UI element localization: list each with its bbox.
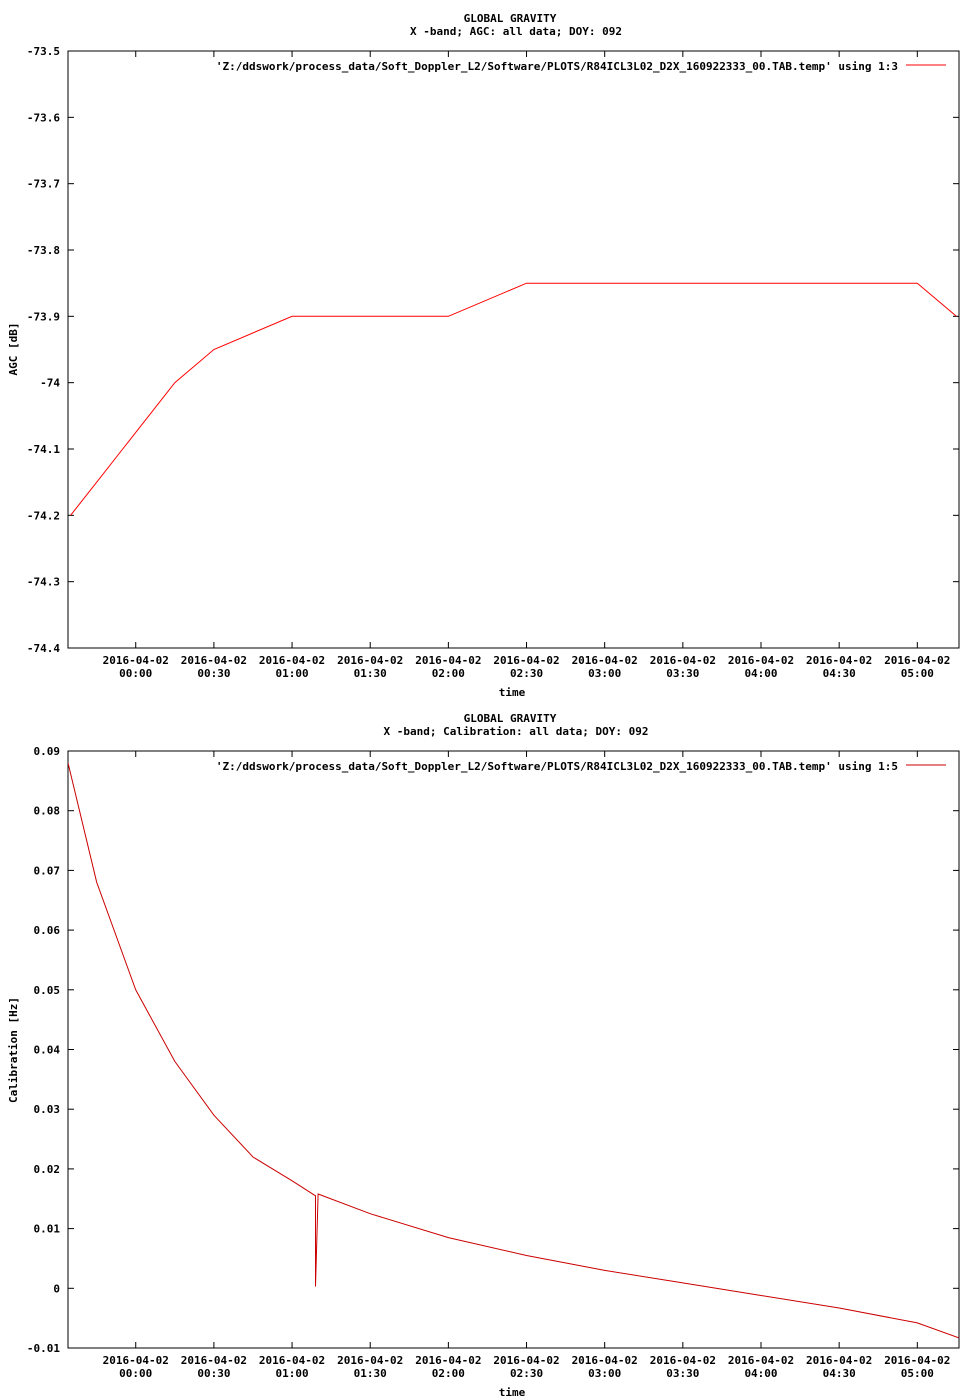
x-tick-date-label: 2016-04-02 bbox=[650, 1354, 716, 1367]
x-tick-time-label: 00:30 bbox=[197, 667, 230, 680]
x-tick-date-label: 2016-04-02 bbox=[728, 1354, 794, 1367]
x-tick-date-label: 2016-04-02 bbox=[884, 654, 950, 667]
chart1-x-axis: 2016-04-0200:002016-04-0200:302016-04-02… bbox=[103, 51, 950, 680]
chart1-legend-label: 'Z:/ddswork/process_data/Soft_Doppler_L2… bbox=[216, 60, 898, 73]
calibration-chart: GLOBAL GRAVITY X -band; Calibration: all… bbox=[7, 712, 960, 1399]
x-tick-time-label: 03:00 bbox=[588, 667, 621, 680]
x-tick-time-label: 02:30 bbox=[510, 1367, 543, 1380]
x-tick-time-label: 04:30 bbox=[823, 1367, 856, 1380]
x-tick-date-label: 2016-04-02 bbox=[650, 654, 716, 667]
x-tick-time-label: 00:00 bbox=[119, 1367, 152, 1380]
chart1-title: GLOBAL GRAVITY bbox=[464, 12, 557, 25]
chart2-series-line bbox=[68, 762, 959, 1339]
x-tick-time-label: 04:00 bbox=[744, 667, 777, 680]
x-tick-time-label: 01:00 bbox=[275, 667, 308, 680]
y-tick-label: 0.03 bbox=[34, 1103, 61, 1116]
chart2-x-axis: 2016-04-0200:002016-04-0200:302016-04-02… bbox=[103, 751, 950, 1380]
x-tick-date-label: 2016-04-02 bbox=[572, 654, 638, 667]
y-tick-label: 0.08 bbox=[34, 805, 61, 818]
y-tick-label: -74.4 bbox=[27, 642, 60, 655]
x-tick-date-label: 2016-04-02 bbox=[493, 654, 559, 667]
y-tick-label: 0.05 bbox=[34, 984, 61, 997]
y-tick-label: -74.1 bbox=[27, 443, 60, 456]
x-tick-date-label: 2016-04-02 bbox=[572, 1354, 638, 1367]
x-tick-date-label: 2016-04-02 bbox=[259, 654, 325, 667]
x-tick-time-label: 05:00 bbox=[901, 1367, 934, 1380]
x-tick-time-label: 00:30 bbox=[197, 1367, 230, 1380]
x-tick-time-label: 00:00 bbox=[119, 667, 152, 680]
x-tick-date-label: 2016-04-02 bbox=[103, 1354, 169, 1367]
x-tick-date-label: 2016-04-02 bbox=[806, 1354, 872, 1367]
x-tick-time-label: 01:00 bbox=[275, 1367, 308, 1380]
x-tick-date-label: 2016-04-02 bbox=[806, 654, 872, 667]
x-tick-time-label: 05:00 bbox=[901, 667, 934, 680]
x-tick-date-label: 2016-04-02 bbox=[728, 654, 794, 667]
x-tick-time-label: 01:30 bbox=[354, 1367, 387, 1380]
chart2-y-axis: 0.09 0.08 0.07 0.06 0.05 0.04 0.03 0.02 0.01 0 -0.… bbox=[27, 745, 959, 1355]
x-tick-time-label: 03:30 bbox=[666, 667, 699, 680]
chart2-legend-label: 'Z:/ddswork/process_data/Soft_Doppler_L2… bbox=[216, 760, 898, 773]
x-tick-date-label: 2016-04-02 bbox=[415, 654, 481, 667]
y-tick-label: 0.02 bbox=[34, 1163, 61, 1176]
x-tick-date-label: 2016-04-02 bbox=[884, 1354, 950, 1367]
x-tick-date-label: 2016-04-02 bbox=[493, 1354, 559, 1367]
y-tick-label: -73.9 bbox=[27, 310, 60, 323]
y-tick-label: -0.01 bbox=[27, 1342, 60, 1355]
x-tick-date-label: 2016-04-02 bbox=[181, 654, 247, 667]
x-tick-date-label: 2016-04-02 bbox=[337, 654, 403, 667]
y-tick-label: 0.04 bbox=[34, 1044, 61, 1057]
x-tick-time-label: 04:00 bbox=[744, 1367, 777, 1380]
x-tick-time-label: 03:00 bbox=[588, 1367, 621, 1380]
chart1-xlabel: time bbox=[499, 686, 526, 699]
x-tick-date-label: 2016-04-02 bbox=[103, 654, 169, 667]
x-tick-date-label: 2016-04-02 bbox=[415, 1354, 481, 1367]
chart2-ylabel: Calibration [Hz] bbox=[7, 997, 20, 1103]
y-tick-label: 0.06 bbox=[34, 924, 61, 937]
y-tick-label: 0 bbox=[53, 1282, 60, 1295]
x-tick-time-label: 02:00 bbox=[432, 667, 465, 680]
y-tick-label: -73.5 bbox=[27, 45, 60, 58]
x-tick-time-label: 02:30 bbox=[510, 667, 543, 680]
chart2-xlabel: time bbox=[499, 1386, 526, 1399]
chart1-ylabel: AGC [dB] bbox=[7, 323, 20, 376]
chart1-y-axis: -73.5 -73.6 -73.7 -73.8 -73.9 -74 -74.1 -74.2 -7… bbox=[27, 45, 959, 655]
y-tick-label: -73.8 bbox=[27, 244, 60, 257]
y-tick-label: 0.09 bbox=[34, 745, 61, 758]
y-tick-label: 0.07 bbox=[34, 864, 61, 877]
x-tick-time-label: 01:30 bbox=[354, 667, 387, 680]
y-tick-label: -73.7 bbox=[27, 178, 60, 191]
y-tick-label: -73.6 bbox=[27, 111, 60, 124]
y-tick-label: -74 bbox=[40, 377, 60, 390]
y-tick-label: -74.3 bbox=[27, 576, 60, 589]
x-tick-time-label: 03:30 bbox=[666, 1367, 699, 1380]
x-tick-date-label: 2016-04-02 bbox=[337, 1354, 403, 1367]
chart2-plot-frame bbox=[67, 750, 960, 1349]
x-tick-date-label: 2016-04-02 bbox=[259, 1354, 325, 1367]
x-tick-time-label: 02:00 bbox=[432, 1367, 465, 1380]
y-tick-label: 0.01 bbox=[34, 1223, 61, 1236]
y-tick-label: -74.2 bbox=[27, 509, 60, 522]
chart2-subtitle: X -band; Calibration: all data; DOY: 092 bbox=[384, 725, 649, 738]
chart1-plot-frame bbox=[67, 50, 960, 649]
chart1-series-line bbox=[70, 282, 957, 516]
x-tick-time-label: 04:30 bbox=[823, 667, 856, 680]
chart1-subtitle: X -band; AGC: all data; DOY: 092 bbox=[410, 25, 622, 38]
chart2-title: GLOBAL GRAVITY bbox=[464, 712, 557, 725]
x-tick-date-label: 2016-04-02 bbox=[181, 1354, 247, 1367]
agc-chart: GLOBAL GRAVITY X -band; AGC: all data; D… bbox=[7, 12, 960, 699]
